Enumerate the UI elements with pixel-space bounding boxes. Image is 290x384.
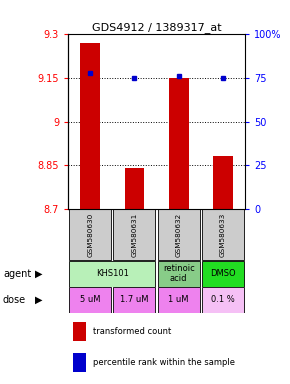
Bar	[69, 209, 111, 260]
Text: dose: dose	[3, 295, 26, 305]
Text: 0.1 %: 0.1 %	[211, 295, 235, 305]
Text: KHS101: KHS101	[96, 269, 129, 278]
Text: 5 uM: 5 uM	[80, 295, 101, 305]
Bar	[158, 261, 200, 286]
Text: DMSO: DMSO	[210, 269, 236, 278]
Bar	[69, 287, 111, 313]
Text: GSM580633: GSM580633	[220, 213, 226, 257]
Bar	[113, 209, 155, 260]
Bar	[80, 43, 100, 209]
Text: retinoic
acid: retinoic acid	[163, 264, 195, 283]
Bar	[169, 78, 189, 209]
Bar	[202, 209, 244, 260]
Bar	[158, 209, 200, 260]
Text: transformed count: transformed count	[93, 327, 171, 336]
Bar	[124, 168, 144, 209]
Text: GSM580631: GSM580631	[131, 213, 137, 257]
Title: GDS4912 / 1389317_at: GDS4912 / 1389317_at	[92, 22, 221, 33]
Text: GSM580630: GSM580630	[87, 213, 93, 257]
Text: agent: agent	[3, 269, 31, 279]
Text: 1.7 uM: 1.7 uM	[120, 295, 149, 305]
Text: ▶: ▶	[35, 269, 43, 279]
Bar	[158, 287, 200, 313]
Bar	[213, 156, 233, 209]
Bar	[202, 261, 244, 286]
Bar	[202, 287, 244, 313]
Text: 1 uM: 1 uM	[168, 295, 189, 305]
Text: percentile rank within the sample: percentile rank within the sample	[93, 358, 235, 367]
Text: ▶: ▶	[35, 295, 43, 305]
Bar	[113, 287, 155, 313]
Text: GSM580632: GSM580632	[176, 213, 182, 257]
Bar	[69, 261, 155, 286]
Bar	[72, 353, 86, 372]
Bar	[72, 323, 86, 341]
